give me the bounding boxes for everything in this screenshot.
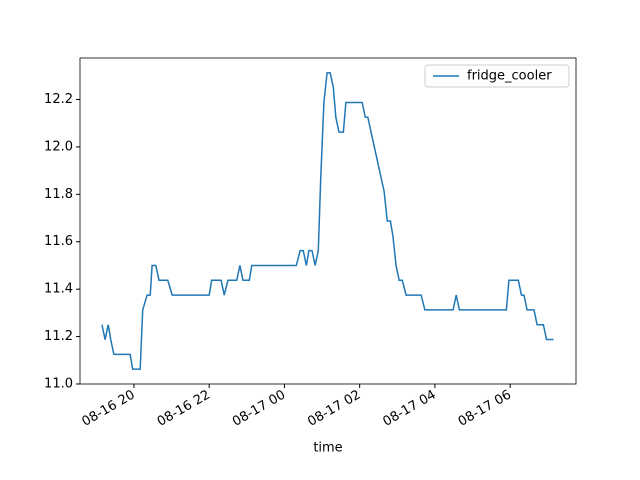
- y-tick-label: 11.0: [44, 377, 73, 392]
- x-axis-label: time: [313, 441, 342, 456]
- legend-label: fridge_cooler: [467, 69, 552, 84]
- x-tick-label: 08-16 20: [80, 388, 138, 430]
- y-tick-label: 12.2: [44, 92, 73, 107]
- y-tick-label: 11.4: [44, 282, 73, 297]
- legend-box: [424, 64, 570, 88]
- y-tick-label: 11.8: [44, 187, 73, 202]
- x-tick-label: 08-17 04: [381, 388, 439, 430]
- y-tick-label: 11.6: [44, 234, 73, 249]
- data-line: [101, 72, 554, 370]
- x-tick-label: 08-16 22: [155, 388, 213, 430]
- legend: fridge_cooler: [424, 64, 570, 88]
- y-tick-label: 11.2: [44, 329, 73, 344]
- plot-frame: [79, 57, 577, 385]
- x-tick-label: 08-17 00: [230, 388, 288, 430]
- x-tick-label: 08-17 06: [456, 388, 514, 430]
- x-tick-label: 08-17 02: [305, 388, 363, 430]
- y-tick-label: 12.0: [44, 139, 73, 154]
